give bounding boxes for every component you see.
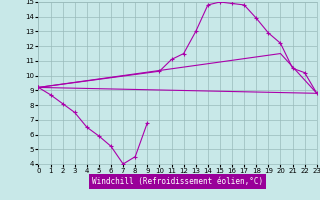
X-axis label: Windchill (Refroidissement éolien,°C): Windchill (Refroidissement éolien,°C)	[92, 177, 263, 186]
